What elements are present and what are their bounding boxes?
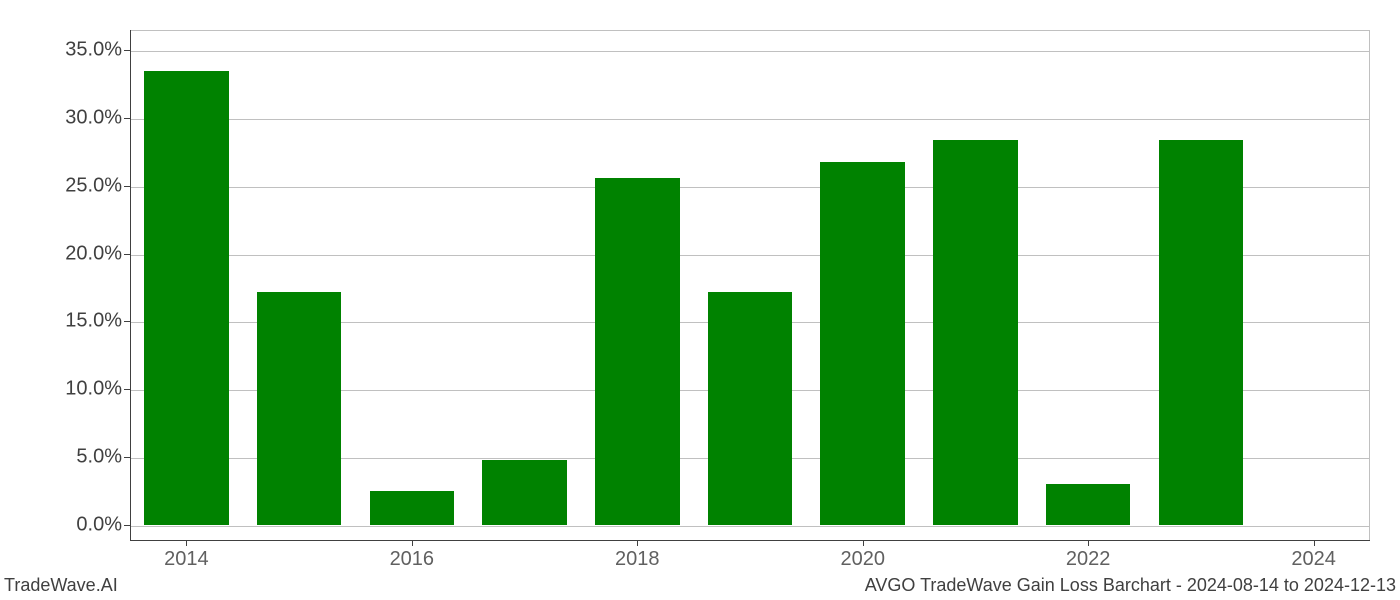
bar bbox=[595, 178, 680, 525]
footer-left: TradeWave.AI bbox=[4, 575, 118, 596]
x-tick-mark bbox=[637, 540, 638, 546]
x-tick-label: 2014 bbox=[164, 548, 209, 571]
y-tick-mark bbox=[124, 118, 130, 119]
y-tick-mark bbox=[124, 186, 130, 187]
bar bbox=[1046, 484, 1131, 525]
y-tick-label: 25.0% bbox=[12, 174, 122, 197]
y-tick-mark bbox=[124, 50, 130, 51]
x-tick-mark bbox=[186, 540, 187, 546]
bar bbox=[820, 162, 905, 525]
x-tick-label: 2022 bbox=[1066, 548, 1111, 571]
gridline bbox=[130, 51, 1369, 52]
x-tick-label: 2016 bbox=[390, 548, 435, 571]
x-tick-label: 2020 bbox=[840, 548, 885, 571]
y-tick-label: 20.0% bbox=[12, 242, 122, 265]
y-tick-label: 5.0% bbox=[12, 445, 122, 468]
y-tick-mark bbox=[124, 321, 130, 322]
y-tick-label: 10.0% bbox=[12, 378, 122, 401]
x-tick-mark bbox=[863, 540, 864, 546]
x-tick-mark bbox=[412, 540, 413, 546]
bar bbox=[482, 460, 567, 525]
y-tick-mark bbox=[124, 254, 130, 255]
x-tick-mark bbox=[1314, 540, 1315, 546]
gridline bbox=[130, 119, 1369, 120]
bar bbox=[933, 140, 1018, 525]
y-tick-mark bbox=[124, 525, 130, 526]
bar bbox=[370, 491, 455, 525]
bar bbox=[257, 292, 342, 525]
x-tick-label: 2024 bbox=[1291, 548, 1336, 571]
x-tick-label: 2018 bbox=[615, 548, 660, 571]
y-tick-label: 35.0% bbox=[12, 39, 122, 62]
bar bbox=[144, 71, 229, 525]
y-tick-mark bbox=[124, 389, 130, 390]
y-tick-label: 15.0% bbox=[12, 310, 122, 333]
bar bbox=[1159, 140, 1244, 525]
y-tick-mark bbox=[124, 457, 130, 458]
chart-container: 0.0% 5.0% 10.0% 15.0% 20.0% 25.0% 30.0% 35.0% 20… bbox=[0, 0, 1400, 600]
x-axis-line bbox=[130, 540, 1370, 541]
y-tick-label: 30.0% bbox=[12, 107, 122, 130]
bar bbox=[708, 292, 793, 525]
y-axis-line bbox=[130, 30, 131, 540]
x-tick-mark bbox=[1088, 540, 1089, 546]
plot-area bbox=[130, 30, 1370, 540]
y-tick-label: 0.0% bbox=[12, 513, 122, 536]
gridline bbox=[130, 526, 1369, 527]
footer-right: AVGO TradeWave Gain Loss Barchart - 2024… bbox=[865, 575, 1396, 596]
